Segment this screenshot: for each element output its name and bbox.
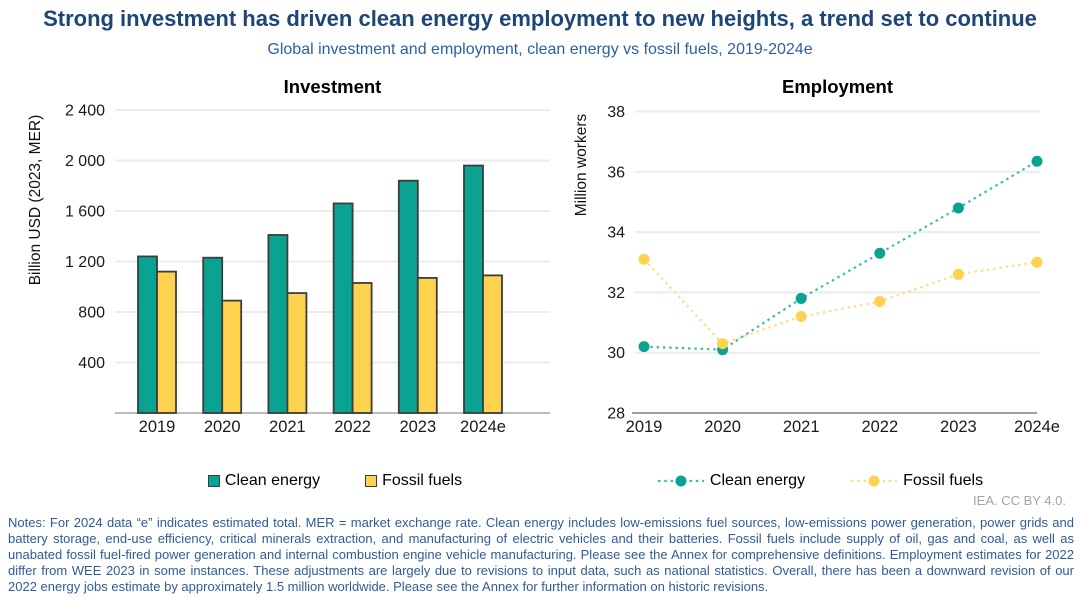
svg-text:800: 800 xyxy=(78,305,105,322)
legend-item-fossil-fuels: Fossil fuels xyxy=(365,472,462,490)
investment-chart: 400 800 1 200 1 600 2 000 2 400 2019 2020 2021 20… xyxy=(65,103,550,436)
svg-text:2023: 2023 xyxy=(940,418,977,436)
page-subtitle: Global investment and employment, clean … xyxy=(267,41,813,58)
legend-label: Clean energy xyxy=(709,472,806,489)
svg-text:2024e: 2024e xyxy=(1014,418,1060,436)
svg-text:30: 30 xyxy=(607,345,625,362)
svg-text:38: 38 xyxy=(607,104,625,121)
svg-text:2022: 2022 xyxy=(861,418,898,436)
svg-text:2019: 2019 xyxy=(139,418,176,436)
svg-text:28: 28 xyxy=(607,406,625,423)
footnotes: Notes: For 2024 data “e” indicates estim… xyxy=(8,515,1074,594)
license-attribution: IEA. CC BY 4.0. xyxy=(973,493,1066,508)
svg-text:2020: 2020 xyxy=(704,418,741,436)
svg-text:2023: 2023 xyxy=(399,418,436,436)
legend-item-fossil-fuels: Fossil fuels xyxy=(850,472,983,490)
svg-text:2021: 2021 xyxy=(783,418,820,436)
page-title: Strong investment has driven clean energ… xyxy=(43,6,1037,31)
legend-label: Clean energy xyxy=(224,472,321,489)
svg-text:2024e: 2024e xyxy=(460,418,506,436)
svg-text:400: 400 xyxy=(78,355,105,372)
employment-chart: 28 30 32 34 36 38 2019 2020 2021 2022 2023 2024e xyxy=(607,104,1060,436)
investment-chart-title: Investment xyxy=(283,76,382,97)
employment-legend: Clean energy Fossil fuels xyxy=(600,470,1040,492)
svg-text:36: 36 xyxy=(607,164,625,181)
svg-text:1 200: 1 200 xyxy=(65,254,105,271)
svg-text:2022: 2022 xyxy=(334,418,371,436)
employment-chart-title: Employment xyxy=(781,76,894,97)
legend-label: Fossil fuels xyxy=(382,472,463,489)
legend-item-clean-energy: Clean energy xyxy=(657,472,805,490)
clean-energy-swatch-icon xyxy=(207,475,220,487)
svg-text:2021: 2021 xyxy=(269,418,306,436)
fossil-fuels-dotted-line-icon xyxy=(851,475,898,487)
svg-text:32: 32 xyxy=(607,285,625,302)
fossil-fuels-swatch-icon xyxy=(365,475,378,487)
svg-text:2020: 2020 xyxy=(204,418,241,436)
svg-text:34: 34 xyxy=(607,225,625,242)
investment-legend: Clean energy Fossil fuels xyxy=(55,470,615,492)
legend-item-clean-energy: Clean energy xyxy=(207,472,321,490)
legend-label: Fossil fuels xyxy=(903,472,984,489)
svg-text:1 600: 1 600 xyxy=(65,204,105,221)
clean-energy-dotted-line-icon xyxy=(657,475,704,487)
svg-text:2 000: 2 000 xyxy=(65,153,105,170)
svg-text:2019: 2019 xyxy=(626,418,663,436)
svg-text:2 400: 2 400 xyxy=(65,103,105,120)
